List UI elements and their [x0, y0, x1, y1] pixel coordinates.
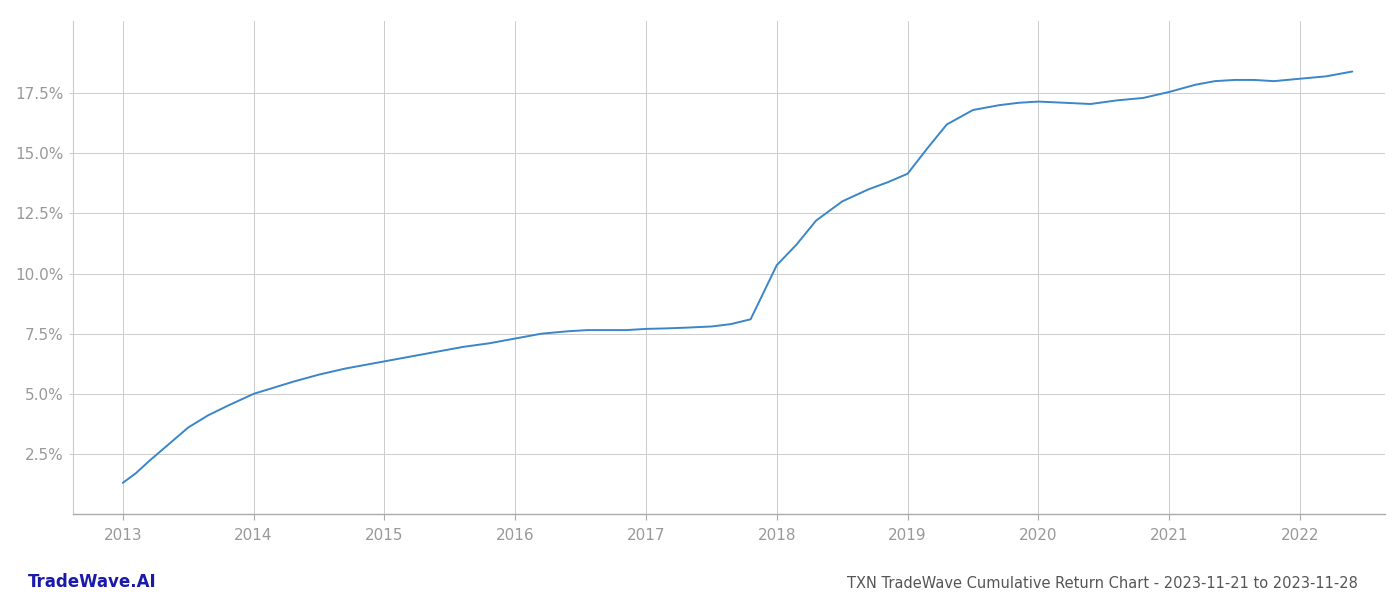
Text: TradeWave.AI: TradeWave.AI [28, 573, 157, 591]
Text: TXN TradeWave Cumulative Return Chart - 2023-11-21 to 2023-11-28: TXN TradeWave Cumulative Return Chart - … [847, 576, 1358, 591]
